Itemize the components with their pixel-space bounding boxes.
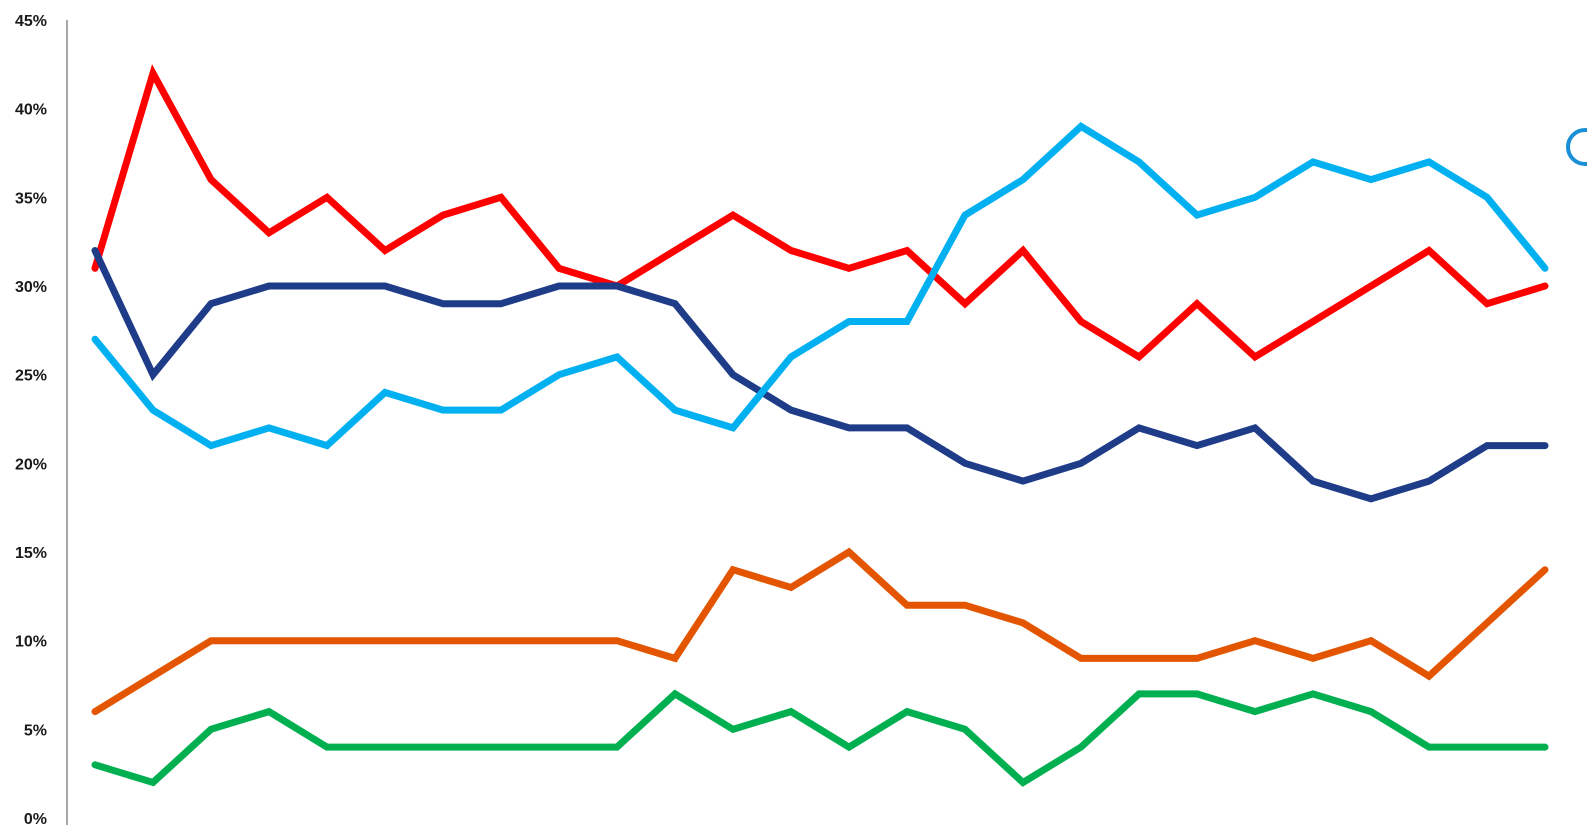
y-tick-label: 35% xyxy=(15,190,47,207)
y-tick-label: 15% xyxy=(15,545,47,562)
series-line-3 xyxy=(91,122,1549,450)
y-tick-label: 45% xyxy=(15,13,47,30)
edge-layer xyxy=(1566,128,1587,166)
y-tick-label: 10% xyxy=(15,634,47,651)
series-line-5 xyxy=(91,689,1549,787)
series-line-1 xyxy=(91,64,1549,362)
y-tick-label: 20% xyxy=(15,456,47,473)
series-line-2 xyxy=(91,247,1549,503)
y-axis: 0% 5% 10% 15% 20% 25% 30% 35% 40% 45% xyxy=(15,13,68,825)
y-tick-label: 40% xyxy=(15,102,47,119)
y-tick-label: 0% xyxy=(24,811,47,825)
y-tick-label: 5% xyxy=(24,722,47,739)
y-tick-label: 30% xyxy=(15,279,47,296)
series-layer xyxy=(91,64,1549,787)
y-tick-label: 25% xyxy=(15,368,47,385)
series-line-4 xyxy=(91,547,1549,716)
edge-circle-marker xyxy=(1566,128,1587,166)
